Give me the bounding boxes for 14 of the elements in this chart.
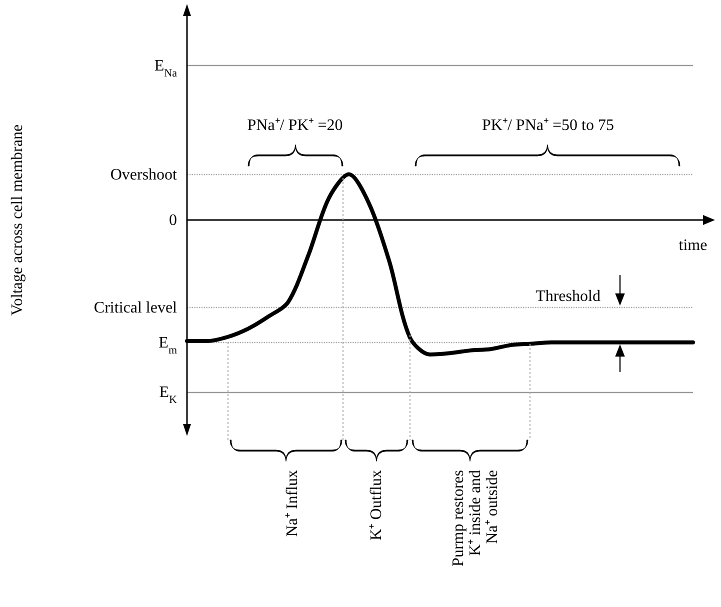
annotation: Threshold bbox=[536, 288, 600, 305]
ref-line-label: 0 bbox=[169, 212, 177, 229]
text: PK⁺/ PNa⁺ =50 to 75 bbox=[482, 117, 614, 134]
text: Voltage across cell membrane bbox=[9, 124, 26, 316]
ref-line-label: E$_{K}$ bbox=[159, 384, 178, 406]
ref-line-label: Overshoot bbox=[110, 166, 178, 184]
x-axis-title: time bbox=[678, 237, 708, 254]
text: Purmp restores K⁺ inside and Na⁺ outside bbox=[450, 470, 501, 566]
text: Na⁺ Influx bbox=[284, 470, 301, 537]
text: K⁺ Outflux bbox=[368, 470, 385, 540]
ref-line-label: Critical level bbox=[94, 299, 178, 316]
ref-line-label: E$_{Na}$ bbox=[154, 57, 178, 80]
ref-line-label: E$_{m}$ bbox=[158, 334, 178, 356]
text: PNa⁺/ PK⁺ =20 bbox=[247, 117, 343, 134]
